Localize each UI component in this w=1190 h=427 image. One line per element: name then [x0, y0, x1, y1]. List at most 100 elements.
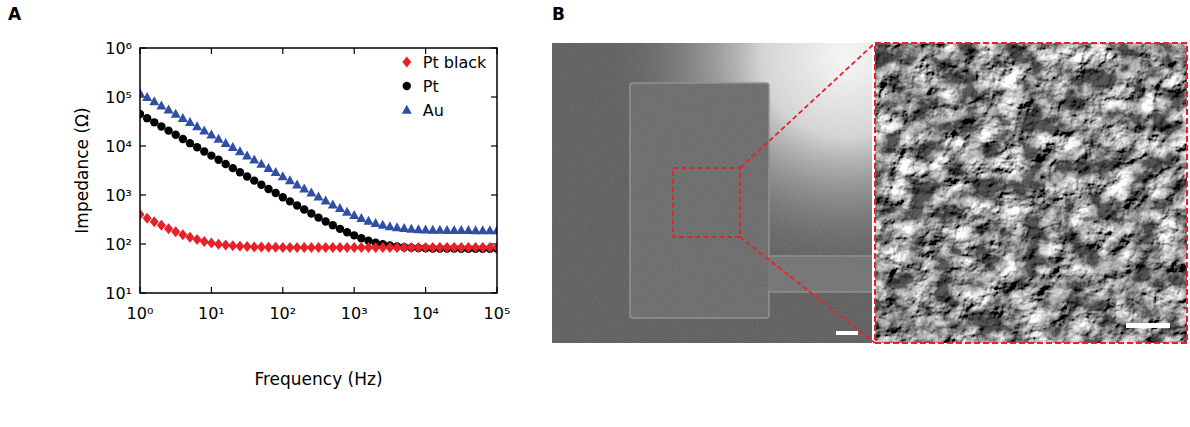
x-tick-label: 10⁰	[127, 304, 154, 323]
data-point	[356, 213, 366, 222]
data-group	[140, 88, 497, 253]
data-point	[221, 138, 231, 147]
data-point	[271, 189, 279, 197]
y-tick-label: 10²	[105, 235, 132, 254]
y-axis-title: Impedance (Ω)	[72, 107, 92, 233]
data-point	[221, 240, 230, 251]
data-point	[336, 225, 344, 233]
zoom-background	[875, 43, 1187, 343]
data-point	[164, 223, 173, 234]
data-point	[342, 207, 352, 216]
series	[140, 88, 497, 234]
legend: Pt black Pt Au	[402, 53, 487, 120]
scale-bar	[836, 331, 858, 335]
x-tick-label: 10¹	[198, 304, 225, 323]
data-point	[156, 100, 166, 109]
data-point	[200, 236, 209, 247]
x-tick-label: 10⁵	[484, 304, 511, 323]
data-point	[236, 168, 244, 176]
y-tick-label: 10⁶	[105, 39, 132, 58]
data-point	[178, 229, 187, 240]
data-point	[193, 143, 201, 151]
legend-label: Pt black	[423, 53, 487, 72]
legend-marker	[402, 57, 411, 68]
data-point	[278, 171, 288, 180]
x-tick-label: 10³	[341, 304, 368, 323]
panel-a: A10⁰10¹10²10³10⁴10⁵10¹10²10³10⁴10⁵10⁶Fre…	[8, 4, 510, 389]
data-point	[264, 163, 274, 172]
sem-overview	[552, 43, 872, 343]
data-point	[164, 105, 174, 114]
plot-frame	[140, 48, 497, 293]
y-tick	[140, 194, 146, 195]
data-point	[157, 122, 165, 130]
data-point	[207, 237, 216, 248]
panel-label: A	[8, 4, 22, 24]
zoom-connector	[740, 43, 875, 168]
data-point	[328, 199, 338, 208]
legend-label: Au	[423, 101, 444, 120]
data-point	[192, 121, 202, 130]
data-point	[257, 181, 265, 189]
data-point	[221, 160, 229, 168]
data-point	[314, 213, 322, 221]
x-tick-top	[282, 48, 283, 54]
sem-zoom	[875, 43, 1187, 343]
data-point	[357, 234, 365, 242]
data-point	[229, 164, 237, 172]
data-point	[171, 226, 180, 237]
data-point	[214, 239, 223, 250]
data-point	[206, 130, 216, 139]
data-point	[306, 188, 316, 197]
data-point	[335, 203, 345, 212]
data-point	[171, 131, 179, 139]
legend-label: Pt	[423, 77, 439, 96]
data-point	[243, 172, 251, 180]
panel-label: B	[552, 4, 565, 24]
legend-marker	[402, 105, 412, 114]
data-point	[242, 150, 252, 159]
data-point	[164, 126, 172, 134]
x-tick	[425, 287, 426, 293]
x-tick	[211, 287, 212, 293]
zoom-frame	[875, 43, 1187, 343]
data-point	[343, 228, 351, 236]
data-point	[142, 92, 152, 101]
data-point	[378, 220, 388, 229]
data-point	[199, 125, 209, 134]
series	[140, 110, 497, 253]
data-point	[279, 193, 287, 201]
y-tick-label: 10⁴	[105, 137, 132, 156]
data-point	[185, 117, 195, 126]
data-point	[235, 146, 245, 155]
sem-background	[552, 43, 872, 343]
data-point	[292, 179, 302, 188]
data-point	[249, 155, 259, 164]
data-point	[171, 109, 181, 118]
x-tick-top	[211, 48, 212, 54]
x-tick-top	[354, 48, 355, 54]
data-point	[256, 159, 266, 168]
y-tick-label: 10⁵	[105, 88, 132, 107]
data-point	[363, 216, 373, 225]
x-tick-label: 10²	[269, 304, 296, 323]
y-tick-right	[491, 194, 497, 195]
x-axis-title: Frequency (Hz)	[254, 369, 382, 389]
data-point	[299, 183, 309, 192]
sem-noise	[552, 43, 872, 343]
data-point	[214, 134, 224, 143]
data-point	[149, 96, 159, 105]
data-point	[200, 147, 208, 155]
y-tick	[140, 243, 146, 244]
data-point	[150, 118, 158, 126]
x-tick	[282, 287, 283, 293]
data-point	[313, 192, 323, 201]
data-point	[178, 113, 188, 122]
data-point	[321, 217, 329, 225]
y-tick	[140, 145, 146, 146]
figure: A10⁰10¹10²10³10⁴10⁵10¹10²10³10⁴10⁵10⁶Fre…	[0, 0, 1190, 427]
data-point	[271, 167, 281, 176]
data-point	[193, 234, 202, 245]
data-point	[300, 205, 308, 213]
data-point	[214, 156, 222, 164]
